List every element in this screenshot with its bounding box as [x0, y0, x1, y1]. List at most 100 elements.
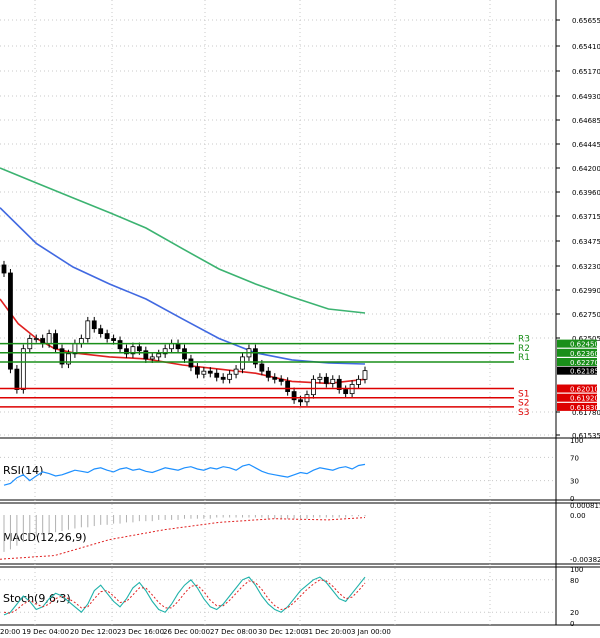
x-tick-label: 30 Dec 12:00 [258, 628, 305, 636]
y-tick-label: 0.64930 [572, 93, 600, 101]
candle [53, 333, 58, 350]
stoch-signal-line [3, 579, 366, 614]
level-name-s2: S2 [518, 399, 529, 409]
y-tick-label: 0.61535 [572, 432, 600, 440]
candle [265, 370, 271, 378]
candle [20, 348, 26, 390]
level-price-tag [557, 402, 597, 411]
y-tick-label: 0.63960 [572, 189, 600, 197]
y-tick-label: 0.63715 [572, 213, 600, 221]
x-tick-label: 27 Dec 08:00 [210, 628, 257, 636]
y-tick-label: 0.64685 [572, 117, 600, 125]
y-tick-label: 0.64445 [572, 141, 600, 149]
candle [194, 366, 200, 375]
y-tick-label: 0.63475 [572, 238, 600, 246]
candle [227, 373, 233, 380]
candle [323, 376, 329, 384]
level-price-label: 0.62450 [570, 341, 599, 349]
candle [91, 320, 97, 330]
candle [207, 370, 213, 374]
candle [343, 389, 349, 395]
level-price-tag [557, 348, 597, 357]
level-price-label: 0.62270 [570, 359, 599, 367]
current-price-tag [557, 366, 597, 375]
rsi-tick-label: 100 [570, 437, 583, 445]
time-axis: 20:00 19 Dec 04:00 20 Dec 12:00 23 Dec 16:0… [0, 628, 391, 636]
y-tick-label: 0.65410 [572, 43, 600, 51]
candle [285, 380, 291, 392]
rsi-tick-label: 0 [570, 495, 574, 503]
candle [1, 264, 7, 274]
current-price-label: 0.62185 [570, 368, 599, 376]
candle [104, 333, 110, 339]
macd-tick-label: 0.000815 [570, 502, 600, 510]
candle [46, 333, 52, 345]
candle [98, 328, 104, 334]
level-price-label: 0.61920 [570, 395, 599, 403]
ma-blue-line [0, 207, 366, 365]
rsi-title: RSI(14) [3, 464, 43, 477]
candle [356, 378, 361, 385]
candle [169, 343, 175, 350]
candle [317, 376, 323, 380]
y-tick-label: 0.63230 [572, 263, 600, 271]
candle [156, 353, 162, 358]
candle [78, 338, 84, 345]
level-price-tag [557, 339, 597, 348]
candle [201, 370, 207, 375]
x-tick-label: 19 Dec 04:00 [22, 628, 69, 636]
x-tick-label: 23 Dec 16:00 [117, 628, 164, 636]
candle [240, 356, 245, 370]
y-tick-label: 0.62750 [572, 311, 600, 319]
y-tick-label: 0.62990 [572, 287, 600, 295]
candle [33, 338, 39, 340]
macd-tick-label: -0.003827 [570, 556, 600, 564]
level-name-s3: S3 [518, 408, 529, 418]
macd-title: MACD(12,26,9) [3, 531, 87, 544]
candle [111, 338, 116, 341]
stoch-tick-label: 80 [570, 577, 579, 585]
level-name-r2: R2 [518, 344, 530, 354]
y-tick-label: 0.62505 [572, 335, 600, 343]
candle [291, 391, 297, 401]
candle [136, 346, 142, 352]
candle [233, 368, 239, 375]
candle [220, 376, 226, 380]
ma-green-line [0, 167, 366, 314]
candle [162, 348, 168, 355]
stoch-tick-label: 20 [570, 609, 579, 617]
candle [8, 272, 13, 370]
y-tick-label: 0.64200 [572, 165, 600, 173]
stoch-tick-label: 100 [570, 566, 583, 574]
grid [0, 0, 556, 625]
rsi-tick-label: 70 [570, 454, 579, 462]
candle [259, 363, 265, 372]
candle [130, 346, 136, 355]
candle [330, 378, 336, 384]
candle [182, 348, 187, 360]
y-tick-label: 0.65170 [572, 68, 600, 76]
candle [214, 372, 220, 378]
candle [278, 378, 284, 382]
candle [175, 343, 181, 350]
level-price-tag [557, 393, 597, 402]
candle [59, 348, 65, 365]
candle [14, 368, 20, 390]
candle [336, 378, 342, 390]
candle [272, 376, 278, 380]
rsi-tick-label: 30 [570, 478, 579, 486]
stoch-main-line [3, 576, 366, 616]
x-tick-label: 3 Jan 00:00 [351, 628, 391, 636]
candle [253, 348, 258, 365]
level-price-tag [557, 384, 597, 393]
macd-signal-line [0, 517, 366, 560]
candle [149, 356, 155, 360]
x-tick-label: 31 Dec 20:00 [304, 628, 351, 636]
candle [143, 350, 149, 360]
candle [362, 370, 368, 380]
candle [311, 378, 316, 396]
macd-pane: MACD(12,26,9) 0.000815 0.00 -0.003827 [0, 502, 600, 564]
level-name-r3: R3 [518, 335, 530, 345]
candle [66, 353, 71, 365]
